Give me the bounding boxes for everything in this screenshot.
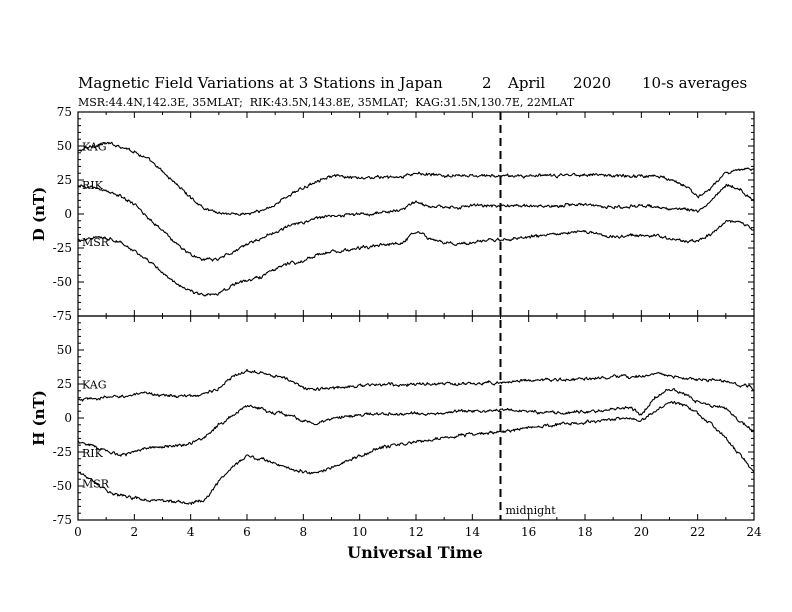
x-tick-label: 18 xyxy=(577,525,592,539)
series-line-msr xyxy=(77,219,755,297)
title-month: April xyxy=(507,74,545,92)
series-label-rik: RIK xyxy=(82,179,104,192)
x-tick-label: 6 xyxy=(243,525,251,539)
y-tick-label: 75 xyxy=(57,105,72,119)
x-tick-label: 22 xyxy=(690,525,705,539)
y-tick-label: -25 xyxy=(53,445,72,459)
y-tick-label: -75 xyxy=(53,513,72,527)
series-line-msr xyxy=(77,400,755,505)
x-tick-label: 16 xyxy=(521,525,536,539)
x-tick-label: 24 xyxy=(746,525,762,539)
title-year: 2020 xyxy=(573,74,611,92)
series-label-kag: KAG xyxy=(82,140,107,153)
series-line-rik xyxy=(77,388,755,457)
x-axis-label: Universal Time xyxy=(347,543,483,562)
station-subtitle: MSR:44.4N,142.3E, 35MLAT; RIK:43.5N,143.… xyxy=(78,96,575,109)
chart-title: Magnetic Field Variations at 3 Stations … xyxy=(78,74,443,92)
series-label-rik: RIK xyxy=(82,447,104,460)
series-line-kag xyxy=(77,141,755,216)
y-tick-label: 25 xyxy=(57,173,72,187)
y-tick-label: -50 xyxy=(53,479,72,493)
series-label-msr: MSR xyxy=(82,236,110,249)
x-tick-label: 8 xyxy=(300,525,308,539)
x-tick-label: 0 xyxy=(74,525,82,539)
title-day: 2 xyxy=(482,74,492,92)
y-tick-label: 50 xyxy=(57,139,72,153)
panel-frame xyxy=(77,315,755,521)
x-tick-label: 4 xyxy=(187,525,195,539)
panels: 75 50 25 0 -25 -50 -75 D (nT) KAG RIK MSR 50 25 0 -25 -… xyxy=(30,105,762,539)
series-line-kag xyxy=(77,368,755,402)
y-tick-label: 50 xyxy=(57,343,72,357)
y-tick-label: 0 xyxy=(64,411,72,425)
y-tick-label: -75 xyxy=(53,309,72,323)
series-line-rik xyxy=(77,183,755,262)
y-tick-label: 0 xyxy=(64,207,72,221)
y-axis-label: H (nT) xyxy=(30,390,48,446)
title-averaging: 10-s averages xyxy=(642,74,747,92)
x-tick-label: 12 xyxy=(408,525,423,539)
y-tick-label: -50 xyxy=(53,275,72,289)
series-label-kag: KAG xyxy=(82,378,107,391)
x-tick-label: 20 xyxy=(634,525,649,539)
x-tick-label: 14 xyxy=(465,525,481,539)
y-tick-label: -25 xyxy=(53,241,72,255)
panel-top: 75 50 25 0 -25 -50 -75 D (nT) KAG RIK MSR xyxy=(30,105,755,323)
x-tick-label: 2 xyxy=(131,525,139,539)
y-tick-label: 25 xyxy=(57,377,72,391)
series-label-msr: MSR xyxy=(82,477,110,490)
midnight-label: midnight xyxy=(506,504,557,517)
x-tick-label: 10 xyxy=(352,525,367,539)
y-axis-label: D (nT) xyxy=(30,187,48,242)
